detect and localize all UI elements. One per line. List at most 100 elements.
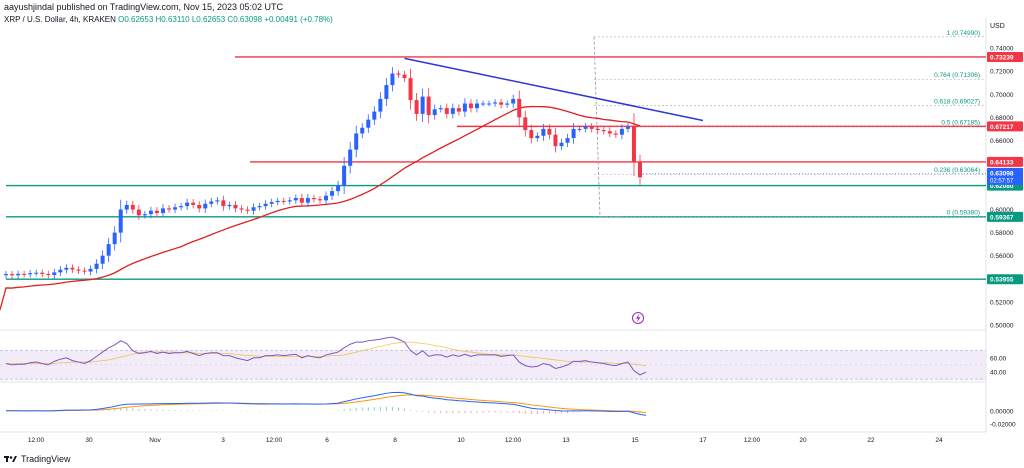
y-tick-label: 0.74000 — [990, 46, 1014, 53]
last-price-label-bg — [987, 167, 1023, 185]
fib-level-label: 0.5 (0.67185) — [941, 120, 980, 127]
candle-body — [233, 204, 238, 209]
price-line-label: 0.64133 — [990, 159, 1014, 166]
grid — [0, 18, 987, 433]
x-tick-label: 12:00 — [505, 437, 522, 444]
candle-body — [638, 162, 642, 178]
price-line-label: 0.73239 — [990, 54, 1014, 61]
candle-body — [583, 126, 588, 129]
x-tick-label: 22 — [867, 437, 875, 444]
price-line-label-bg — [987, 274, 1023, 285]
price-lines — [6, 56, 986, 280]
y-tick-label: 0.72000 — [990, 69, 1014, 76]
y-tick-label: 0.68000 — [990, 115, 1014, 122]
candle-body — [444, 108, 449, 114]
candle-body — [16, 273, 21, 276]
candle-body — [420, 96, 425, 114]
candle-body — [203, 203, 208, 209]
candle-body — [414, 100, 419, 114]
candles — [4, 67, 642, 279]
macd-tick-label: -0.02000 — [990, 421, 1016, 428]
x-tick-label: 20 — [799, 437, 807, 444]
candle-body — [456, 108, 461, 112]
price-line-label: 0.59367 — [990, 214, 1014, 221]
candle-body — [378, 98, 383, 112]
tradingview-logo[interactable]: TradingView — [4, 454, 71, 464]
candle-body — [493, 102, 498, 104]
candle-body — [348, 149, 353, 166]
publisher-line: aayushjindal published on TradingView.co… — [4, 2, 284, 12]
price-axis[interactable]: USD 0.74000 0.72000 0.70000 0.68000 0.66000 0.… — [990, 23, 1016, 428]
candle-body — [142, 214, 147, 216]
candle-body — [559, 142, 564, 147]
candle-body — [529, 130, 534, 139]
trendline-line — [404, 57, 704, 122]
fib-level-label: 1 (0.74990) — [947, 30, 980, 37]
candle-body — [257, 206, 262, 208]
candle-body — [160, 208, 165, 214]
last-price-label: 0.63098 — [990, 170, 1014, 177]
candle-body — [402, 74, 407, 79]
price-line-label-bg — [987, 156, 1023, 167]
price-line-label: 0.53955 — [990, 277, 1014, 284]
candle-body — [553, 134, 558, 147]
macd-line — [5, 391, 647, 416]
candle-body — [432, 109, 437, 116]
candle-body — [601, 130, 606, 132]
symbol-name[interactable]: XRP / U.S. Dollar, 4h, KRAKEN — [4, 15, 116, 24]
candle-body — [305, 198, 310, 203]
candle-body — [28, 273, 33, 275]
candle-body — [239, 208, 244, 210]
y-tick-label: 0.50000 — [990, 322, 1014, 329]
candle-body — [299, 198, 304, 203]
candle-body — [462, 103, 467, 112]
y-tick-label: 0.70000 — [990, 92, 1014, 99]
candle-body — [505, 103, 510, 105]
ma-line — [0, 105, 641, 311]
candle-body — [342, 165, 347, 186]
lightning-bolt-icon[interactable] — [632, 312, 644, 324]
candle-body — [118, 209, 123, 233]
y-tick-label: 0.58000 — [990, 230, 1014, 237]
y-tick-label: 0.52000 — [990, 299, 1014, 306]
candle-body — [535, 135, 540, 139]
price-line-label: 0.67217 — [990, 124, 1014, 131]
x-tick-label: 17 — [699, 437, 707, 444]
candle-body — [227, 204, 232, 207]
candle-body — [631, 126, 636, 163]
candle-body — [106, 244, 111, 256]
x-tick-label: 12:00 — [266, 437, 283, 444]
candle-body — [112, 232, 117, 245]
candle-body — [577, 128, 582, 130]
price-labels: 0.73239 0.67217 0.64133 0.62080 0.59367 0.539… — [640, 51, 1023, 285]
candle-body — [148, 210, 153, 215]
candle-body — [52, 272, 57, 276]
candle-body — [450, 108, 455, 114]
fibonacci-retracement: 1 (0.74990) 0.764 (0.71306) 0.618 (0.69027… — [593, 30, 986, 218]
candle-body — [251, 207, 256, 211]
price-line-label: 0.62080 — [990, 183, 1014, 190]
candle-body — [197, 204, 202, 209]
candle-body — [324, 195, 329, 201]
rsi-pane — [5, 336, 647, 376]
x-tick-label: 6 — [325, 437, 329, 444]
macd-pane — [5, 391, 647, 416]
candle-body — [571, 128, 576, 139]
candle-body — [474, 103, 479, 109]
candle-body — [499, 102, 504, 105]
x-tick-label: 12:00 — [28, 437, 45, 444]
candle-body — [293, 198, 298, 201]
candle-body — [372, 111, 377, 120]
candle-body — [438, 108, 443, 110]
candle-body — [311, 198, 316, 200]
candle-body — [179, 206, 184, 208]
candle-body — [191, 202, 196, 205]
candle-body — [64, 267, 69, 270]
y-tick-label: 0.56000 — [990, 253, 1014, 260]
rsi-tick-label: 40.00 — [990, 370, 1007, 377]
candle-body — [4, 274, 8, 276]
candle-body — [88, 268, 93, 272]
time-axis[interactable]: 12:00 30 Nov 3 12:00 6 8 10 12:00 13 15 17 12:00 20 22… — [28, 437, 943, 444]
